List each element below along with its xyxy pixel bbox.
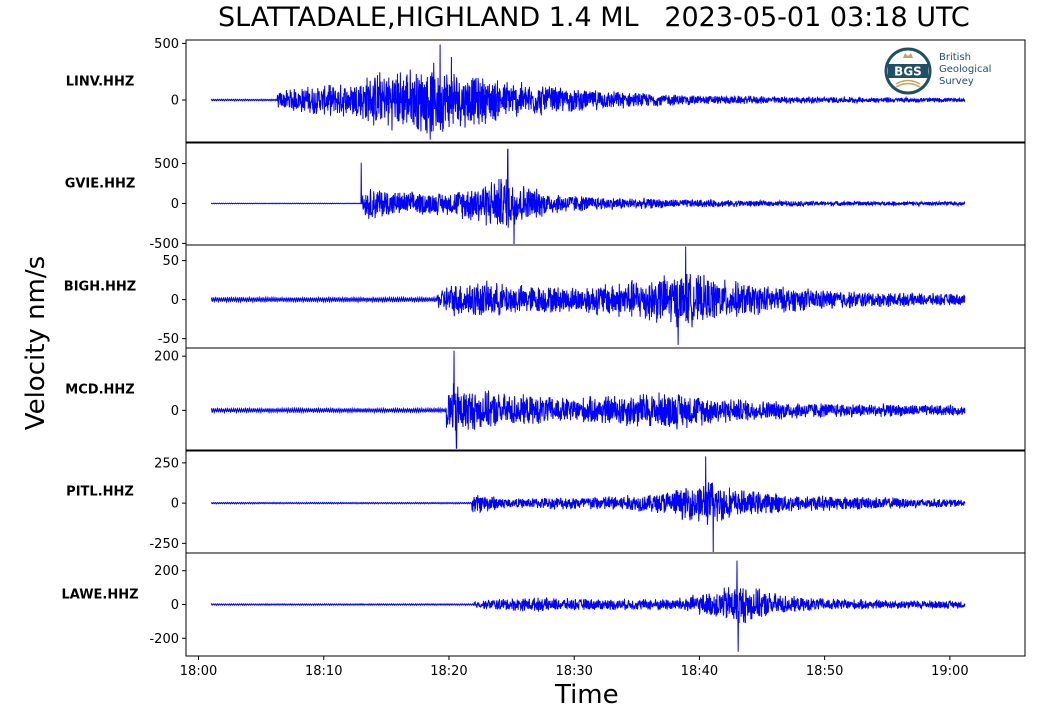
ytick-label-gvie-hhz-1: 0 bbox=[171, 197, 179, 212]
station-label-bigh-hhz: BIGH.HHZ bbox=[64, 280, 136, 295]
ytick-label-linv-hhz-0: 500 bbox=[154, 37, 179, 52]
station-label-mcd-hhz: MCD.HHZ bbox=[65, 383, 134, 398]
ytick-label-bigh-hhz-0: 50 bbox=[162, 254, 179, 269]
xtick-label-3: 18:30 bbox=[555, 664, 592, 679]
ytick-label-mcd-hhz-0: 200 bbox=[154, 350, 179, 365]
panel-frame-linv-hhz bbox=[185, 39, 1026, 144]
logo-line-2: Geological bbox=[939, 64, 992, 75]
ytick-label-gvie-hhz-2: -500 bbox=[149, 237, 179, 252]
ytick-label-pitl-hhz-2: -250 bbox=[149, 537, 179, 552]
station-label-gvie-hhz: GVIE.HHZ bbox=[65, 177, 136, 192]
trace-mcd-hhz bbox=[210, 350, 966, 449]
ytick-label-pitl-hhz-1: 0 bbox=[171, 497, 179, 512]
logo-line-3: Survey bbox=[939, 76, 974, 87]
trace-lawe-hhz bbox=[210, 560, 966, 652]
trace-gvie-hhz bbox=[210, 148, 966, 245]
logo-text: British Geological Survey bbox=[939, 52, 991, 88]
ytick-label-lawe-hhz-2: -200 bbox=[149, 632, 179, 647]
bgs-logo: BGS British Geological Survey bbox=[884, 47, 1014, 95]
logo-badge-text: BGS bbox=[894, 65, 922, 79]
xtick-label-4: 18:40 bbox=[681, 664, 718, 679]
xtick-label-5: 18:50 bbox=[806, 664, 843, 679]
ytick-label-pitl-hhz-0: 250 bbox=[154, 456, 179, 471]
xtick-label-0: 18:00 bbox=[180, 664, 217, 679]
xtick-label-6: 19:00 bbox=[931, 664, 968, 679]
x-axis-label: Time bbox=[555, 680, 619, 710]
ytick-label-lawe-hhz-0: 200 bbox=[154, 564, 179, 579]
station-label-linv-hhz: LINV.HHZ bbox=[66, 75, 135, 90]
bgs-badge-icon: BGS bbox=[884, 47, 932, 95]
logo-line-1: British bbox=[939, 52, 971, 63]
ytick-label-mcd-hhz-1: 0 bbox=[171, 404, 179, 419]
ytick-label-gvie-hhz-0: 500 bbox=[154, 157, 179, 172]
ytick-label-lawe-hhz-1: 0 bbox=[171, 598, 179, 613]
station-label-lawe-hhz: LAWE.HHZ bbox=[61, 588, 138, 603]
ytick-label-bigh-hhz-2: -50 bbox=[158, 332, 179, 347]
panel-frame-lawe-hhz bbox=[185, 552, 1026, 657]
xtick-label-2: 18:20 bbox=[430, 664, 467, 679]
xtick-label-1: 18:10 bbox=[305, 664, 342, 679]
trace-pitl-hhz bbox=[211, 456, 966, 553]
ytick-label-bigh-hhz-1: 0 bbox=[171, 293, 179, 308]
panel-frame-mcd-hhz bbox=[185, 347, 1026, 452]
ytick-label-linv-hhz-1: 0 bbox=[171, 93, 179, 108]
trace-bigh-hhz bbox=[210, 246, 966, 345]
trace-linv-hhz bbox=[210, 44, 966, 140]
station-label-pitl-hhz: PITL.HHZ bbox=[66, 485, 134, 500]
chart-title: SLATTADALE,HIGHLAND 1.4 ML 2023-05-01 03… bbox=[218, 2, 970, 33]
panel-frame-gvie-hhz bbox=[185, 141, 1026, 246]
